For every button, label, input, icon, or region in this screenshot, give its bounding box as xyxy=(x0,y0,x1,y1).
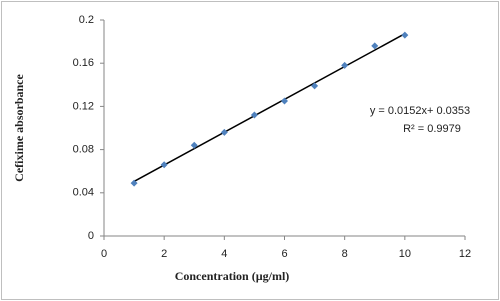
y-tick-label: 0 xyxy=(88,230,94,242)
trendline-equation: y = 0.0152x+ 0.0353 xyxy=(370,105,470,117)
point xyxy=(401,31,409,39)
x-tick-label: 0 xyxy=(101,248,107,260)
x-tick-label: 8 xyxy=(342,248,348,260)
x-tick-label: 10 xyxy=(399,248,411,260)
point xyxy=(250,111,258,119)
point xyxy=(190,141,198,149)
x-axis-title: Concentration (µg/ml) xyxy=(175,269,290,283)
x-tick-label: 12 xyxy=(459,248,471,260)
point xyxy=(371,42,379,50)
point xyxy=(281,97,288,105)
y-tick-label: 0.16 xyxy=(73,57,94,69)
y-tick-label: 0.2 xyxy=(79,14,94,26)
y-axis-title: Cefixime absorbance xyxy=(12,74,26,182)
x-tick-label: 6 xyxy=(281,248,287,260)
point xyxy=(220,128,228,136)
trendline xyxy=(133,33,406,183)
y-tick-label: 0.08 xyxy=(73,144,94,156)
trendline-r-squared: R² = 0.9979 xyxy=(403,123,461,135)
y-tick-label: 0.04 xyxy=(73,187,94,199)
point xyxy=(160,161,168,169)
x-tick-label: 4 xyxy=(221,248,227,260)
y-tick-label: 0.12 xyxy=(73,100,94,112)
point xyxy=(130,179,138,187)
point xyxy=(341,61,349,69)
point xyxy=(311,82,319,90)
x-tick-label: 2 xyxy=(161,248,167,260)
